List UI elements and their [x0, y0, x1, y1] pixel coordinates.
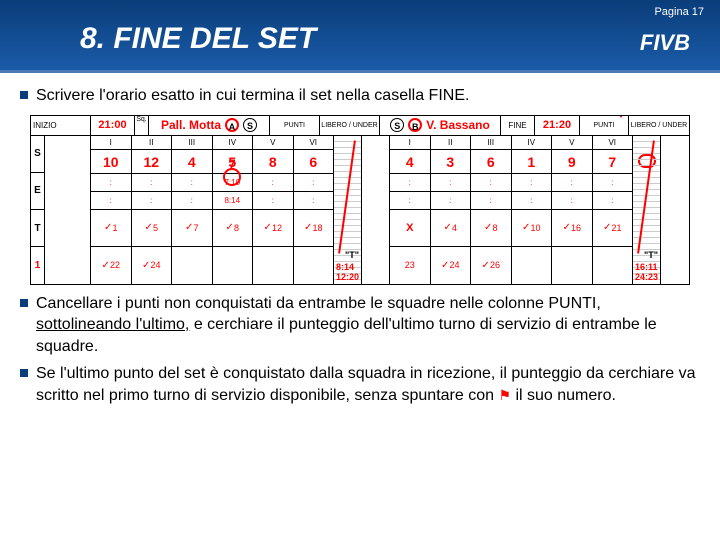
team-a-name: Pall. Motta [161, 118, 221, 132]
fine-label: FINE [501, 116, 535, 135]
punti-col-b: "T"16:1124:23 [633, 136, 661, 284]
punti-col-a: "T"8:1412:20 [334, 136, 362, 284]
circled-7-icon [223, 168, 241, 186]
start-time: 21:00 [91, 116, 135, 135]
sq-label: Sq. [135, 116, 149, 135]
bullet-2-text: Cancellare i punti non conquistati da en… [36, 293, 700, 358]
bullet-square-icon [20, 369, 28, 377]
left-desc-col [45, 136, 91, 284]
bullet-3-text: Se l'ultimo punto del set è conquistato … [36, 363, 700, 406]
red-arrow-icon [619, 115, 627, 118]
punti-header-a: PUNTI [270, 116, 320, 135]
bullet-square-icon [20, 299, 28, 307]
s-circle-b-icon: S [390, 118, 404, 132]
b-circle-icon: B [408, 118, 422, 132]
bullet-1: Scrivere l'orario esatto in cui termina … [20, 85, 700, 107]
libero-header-a: LIBERO / UNDER [320, 116, 380, 135]
team-b-name: V. Bassano [426, 118, 490, 132]
a-circle-icon: A [225, 118, 239, 132]
page-number: Pagina 17 [654, 6, 704, 18]
punti-header-b: PUNTI [579, 116, 629, 135]
bullet-3: Se l'ultimo punto del set è conquistato … [20, 363, 700, 406]
content-area: Scrivere l'orario esatto in cui termina … [0, 73, 720, 419]
end-time: 21:20 [535, 116, 579, 135]
inizio-label: INIZIO [31, 116, 91, 135]
team-a-grid: I10::✓1✓22 II12::✓5✓24 III4::✓7 IV577:10… [91, 136, 334, 284]
slide-title: 8. FINE DEL SET [80, 22, 700, 56]
team-a-cell: Pall. Motta A S [149, 116, 270, 135]
libero-col-a [362, 136, 390, 284]
team-b-grid: I4::X23 II3::✓4✓24 III6::✓8✓26 IV1::✓10 … [390, 136, 633, 284]
bullet-square-icon [20, 91, 28, 99]
team-b-cell: S B V. Bassano [380, 116, 501, 135]
scoresheet-diagram: INIZIO 21:00 Sq. Pall. Motta A S PUNTI L… [30, 115, 690, 285]
libero-col-b [661, 136, 689, 284]
scoresheet-header-row: INIZIO 21:00 Sq. Pall. Motta A S PUNTI L… [31, 116, 689, 136]
scoresheet-body: S E T 1 I10::✓1✓22 II12::✓5✓24 III4::✓7 … [31, 136, 689, 284]
slide-header: Pagina 17 8. FINE DEL SET FIVB [0, 0, 720, 70]
bullet-2: Cancellare i punti non conquistati da en… [20, 293, 700, 358]
flag-icon: ⚑ [498, 386, 511, 405]
libero-header-b: LIBERO / UNDER [629, 116, 689, 135]
s-circle-icon: S [243, 118, 257, 132]
bullet-1-text: Scrivere l'orario esatto in cui termina … [36, 85, 469, 107]
set-label-col: S E T 1 [31, 136, 45, 284]
fivb-logo: FIVB [640, 30, 690, 56]
